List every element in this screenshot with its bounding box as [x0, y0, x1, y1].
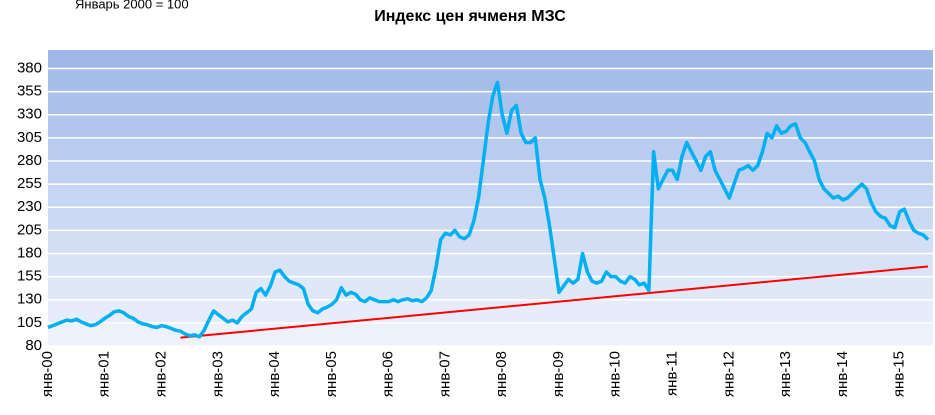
plot-band	[48, 207, 933, 231]
plot-band	[48, 253, 933, 277]
x-tick-label: янв-14	[834, 351, 851, 397]
x-tick-label: янв-04	[266, 351, 283, 397]
y-tick-label: 280	[17, 152, 42, 169]
plot-band	[48, 230, 933, 254]
plot-band	[48, 50, 933, 69]
plot-band	[48, 322, 933, 346]
x-tick-label: янв-06	[380, 351, 397, 397]
x-tick-label: янв-09	[550, 351, 567, 397]
y-tick-label: 305	[17, 129, 42, 146]
y-tick-label: 80	[25, 337, 42, 354]
y-tick-label: 205	[17, 221, 42, 238]
y-tick-label: 155	[17, 268, 42, 285]
y-tick-label: 330	[17, 106, 42, 123]
x-tick-label: янв-07	[436, 351, 453, 397]
x-tick-label: янв-05	[323, 351, 340, 397]
y-tick-label: 180	[17, 244, 42, 261]
y-tick-label: 355	[17, 83, 42, 100]
x-tick-label: янв-02	[153, 351, 170, 397]
data-line	[47, 80, 930, 339]
plot-band	[48, 184, 933, 208]
trend-line	[180, 265, 929, 339]
y-tick-label: 380	[17, 59, 42, 76]
plot-band	[48, 68, 933, 92]
x-tick-label: янв-00	[39, 351, 56, 397]
plot-band	[48, 137, 933, 161]
x-tick-label: янв-12	[720, 351, 737, 397]
chart-subtitle: Январь 2000 = 100	[75, 0, 189, 11]
y-tick-label: 130	[17, 291, 42, 308]
plot-band	[48, 299, 933, 323]
plot-band	[48, 276, 933, 300]
plot-band	[48, 114, 933, 138]
x-tick-label: янв-03	[209, 351, 226, 397]
chart-title: Индекс цен ячменя МЗС	[374, 8, 566, 25]
y-tick-label: 105	[17, 314, 42, 331]
y-tick-label: 255	[17, 175, 42, 192]
x-tick-label: янв-15	[891, 351, 908, 397]
x-tick-label: янв-08	[493, 351, 510, 397]
x-tick-label: янв-01	[96, 351, 113, 397]
x-tick-label: янв-10	[607, 351, 624, 397]
x-tick-label: янв-11	[663, 351, 680, 396]
y-tick-label: 230	[17, 198, 42, 215]
x-tick-label: янв-13	[777, 351, 794, 397]
plot-band	[48, 161, 933, 185]
